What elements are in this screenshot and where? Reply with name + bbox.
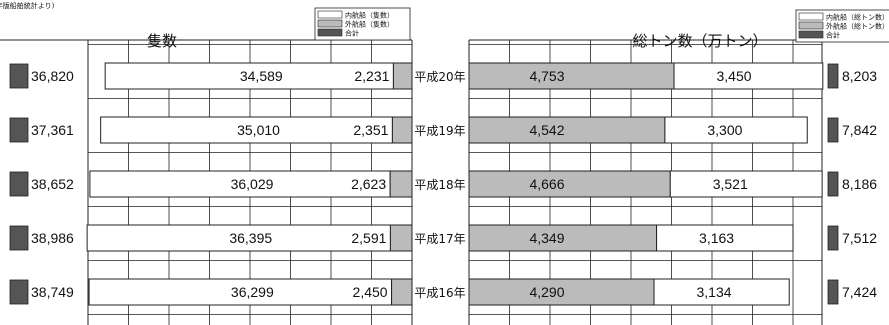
right-label-total: 7,842: [842, 122, 877, 138]
right-label-domestic: 3,450: [716, 68, 751, 84]
left-bar-domestic: [100, 116, 393, 144]
left-label-foreign: 2,623: [351, 176, 386, 192]
year-label: 平成16年: [414, 286, 465, 300]
left-bar-foreign: [391, 278, 413, 306]
right-label-foreign: 4,753: [529, 68, 564, 84]
left-label-domestic: 36,299: [231, 284, 274, 300]
right-label-domestic: 3,134: [697, 284, 732, 300]
left-total-marker: [9, 225, 29, 251]
left-label-total: 36,820: [31, 68, 74, 84]
left-bar-foreign: [389, 224, 413, 252]
right-total-marker: [827, 225, 839, 251]
right-bar-foreign: [468, 278, 655, 306]
left-bar-foreign: [389, 170, 413, 198]
left-total-marker: [9, 117, 29, 143]
right-chart-title: 総トン数（万トン）: [632, 32, 767, 50]
right-label-total: 8,203: [842, 68, 877, 84]
right-total-marker: [827, 63, 839, 89]
left-bar-foreign: [391, 116, 413, 144]
left-label-total: 38,749: [31, 284, 74, 300]
right-legend-label: 合計: [826, 31, 840, 40]
right-label-domestic: 3,521: [713, 176, 748, 192]
right-legend-swatch: [798, 12, 824, 21]
left-label-foreign: 2,231: [354, 68, 389, 84]
right-bar-foreign: [468, 224, 658, 252]
right-label-total: 7,424: [842, 284, 877, 300]
right-bar-foreign: [468, 62, 675, 90]
right-label-domestic: 3,163: [699, 230, 734, 246]
left-total-marker: [9, 171, 29, 197]
left-bar-domestic: [86, 224, 391, 252]
left-legend-label: 内航船（隻数）: [345, 11, 394, 20]
left-label-domestic: 36,029: [231, 176, 274, 192]
right-bar-domestic: [664, 116, 808, 144]
right-label-total: 7,512: [842, 230, 877, 246]
right-legend-label: 外航船（総トン数）: [826, 22, 889, 31]
right-bar-foreign: [468, 116, 666, 144]
right-label-total: 8,186: [842, 176, 877, 192]
left-legend-swatch: [317, 10, 343, 19]
year-label: 平成19年: [414, 124, 465, 138]
left-chart-title: 隻数: [147, 32, 177, 50]
chart-caption: (各年版船舶統計より): [0, 1, 55, 10]
left-label-total: 37,361: [31, 122, 74, 138]
right-total-marker: [827, 171, 839, 197]
right-bar-domestic: [673, 62, 824, 90]
right-legend-label: 内航船（総トン数）: [826, 13, 889, 22]
left-label-total: 38,652: [31, 176, 74, 192]
right-legend-swatch: [798, 21, 824, 30]
left-label-foreign: 2,450: [353, 284, 388, 300]
right-bar-domestic: [669, 170, 823, 198]
right-bar-domestic: [656, 224, 794, 252]
left-legend-label: 合計: [345, 29, 359, 38]
left-label-foreign: 2,591: [351, 230, 386, 246]
year-label: 平成18年: [414, 178, 465, 192]
left-bar-foreign: [392, 62, 413, 90]
left-label-domestic: 36,395: [229, 230, 272, 246]
left-total-marker: [9, 63, 29, 89]
left-legend-label: 外航船（隻数）: [345, 20, 394, 29]
left-label-foreign: 2,351: [353, 122, 388, 138]
left-label-domestic: 34,589: [240, 68, 283, 84]
left-label-total: 38,986: [31, 230, 74, 246]
right-total-marker: [827, 279, 839, 305]
right-label-foreign: 4,349: [529, 230, 564, 246]
right-label-foreign: 4,666: [529, 176, 564, 192]
left-total-marker: [9, 279, 29, 305]
left-bar-domestic: [89, 170, 391, 198]
left-legend-swatch: [317, 28, 343, 37]
right-label-foreign: 4,542: [529, 122, 564, 138]
right-total-marker: [827, 117, 839, 143]
left-legend-swatch: [317, 19, 343, 28]
right-bar-foreign: [468, 170, 671, 198]
right-legend-swatch: [798, 30, 824, 39]
year-label: 平成17年: [414, 232, 465, 246]
right-label-foreign: 4,290: [529, 284, 564, 300]
left-label-domestic: 35,010: [237, 122, 280, 138]
year-label: 平成20年: [414, 70, 465, 84]
right-bar-domestic: [653, 278, 790, 306]
right-label-domestic: 3,300: [707, 122, 742, 138]
